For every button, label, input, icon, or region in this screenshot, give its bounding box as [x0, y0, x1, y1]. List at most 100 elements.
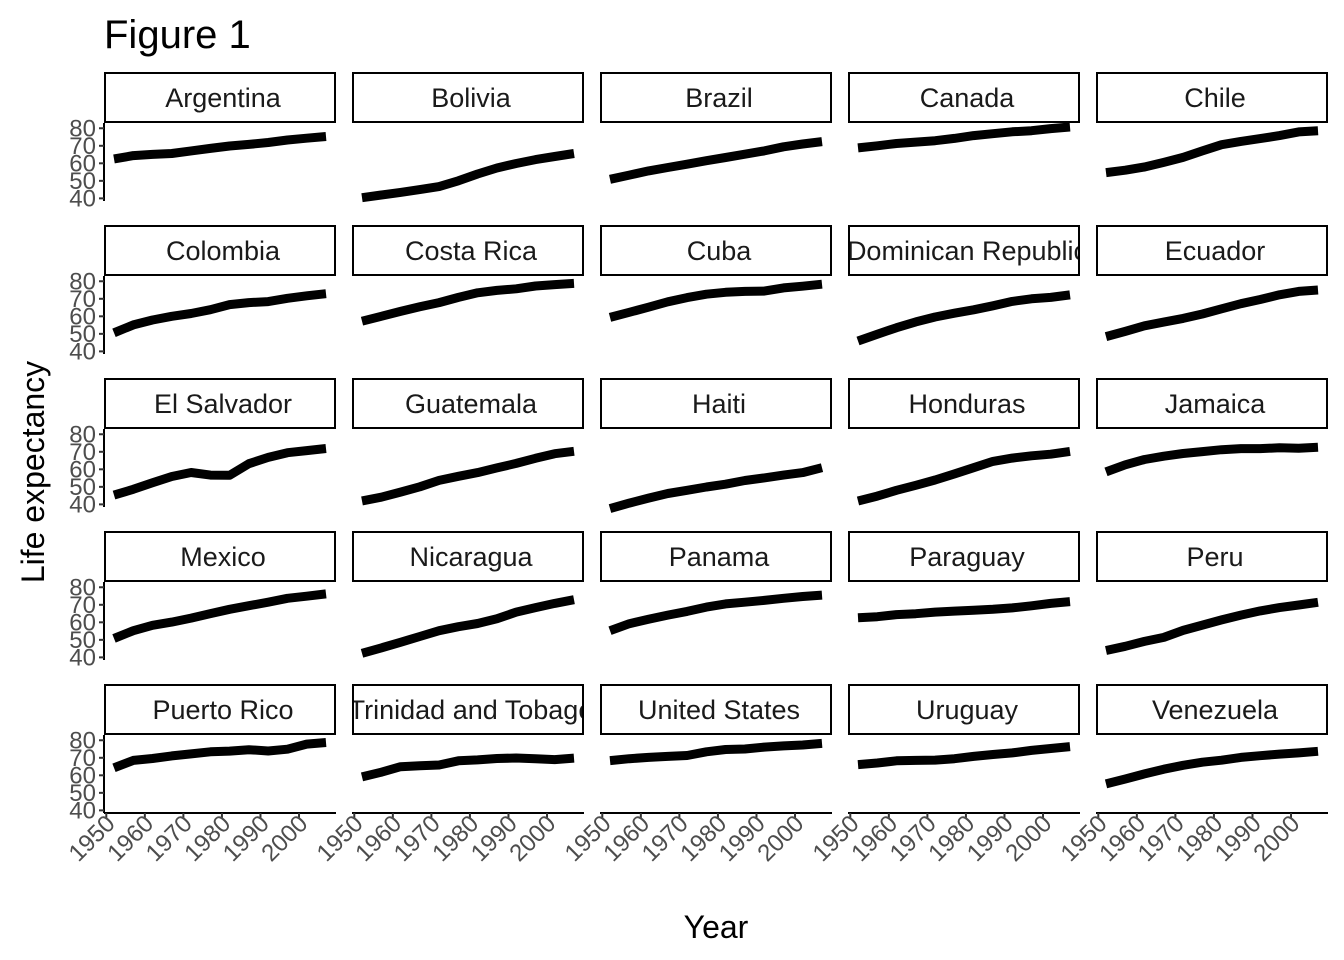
series-line [857, 597, 1071, 623]
facet-panel: Paraguay [848, 531, 1080, 623]
strip-label: Trinidad and Tobago [349, 695, 594, 725]
strip-label: Jamaica [1165, 389, 1267, 419]
strip-label: Argentina [165, 83, 282, 113]
facet-panel: Nicaragua [352, 531, 584, 658]
series-line [608, 590, 823, 635]
strip-label: Brazil [685, 83, 753, 113]
series-line [1104, 285, 1319, 341]
x-tick-label: 2000 [504, 810, 561, 867]
facet-panel: Chile [1096, 72, 1328, 178]
strip-label: Panama [669, 542, 771, 572]
series-line [1105, 597, 1319, 655]
strip-label: Mexico [180, 542, 266, 572]
strip-box [848, 684, 1080, 735]
facet-panel: Peru [1096, 531, 1328, 655]
strip-box [600, 684, 832, 735]
strip-label: Canada [920, 83, 1016, 113]
facet-panel: Honduras [848, 378, 1080, 506]
strip-box [352, 531, 584, 582]
series-line [112, 738, 327, 773]
y-tick-label: 40 [69, 491, 96, 518]
y-tick-label: 60 [69, 609, 96, 636]
strip-box [352, 225, 584, 276]
y-tick-label: 70 [69, 133, 96, 160]
y-tick-label: 70 [69, 592, 96, 619]
strip-box [1096, 378, 1328, 429]
strip-box [352, 684, 584, 735]
x-tick-label: 2000 [256, 810, 313, 867]
strip-label: Venezuela [1152, 695, 1279, 725]
strip-box [848, 531, 1080, 582]
series-line [360, 753, 575, 782]
y-tick-label: 70 [69, 439, 96, 466]
strip-label: Puerto Rico [152, 695, 293, 725]
facet-panel: Ecuador [1096, 225, 1328, 341]
strip-label: Costa Rica [405, 236, 538, 266]
y-tick-label: 50 [69, 321, 96, 348]
strip-label: Colombia [166, 236, 281, 266]
facet-panel: Panama [600, 531, 832, 635]
y-tick-label: 70 [69, 286, 96, 313]
strip-box [848, 72, 1080, 123]
strip-label: Haiti [692, 389, 746, 419]
y-tick-label: 80 [69, 115, 96, 142]
x-tick-label: 2000 [1000, 810, 1057, 867]
strip-label: Ecuador [1165, 236, 1266, 266]
y-tick-label: 40 [69, 338, 96, 365]
strip-box [600, 225, 832, 276]
series-line [360, 278, 575, 326]
y-tick-label: 60 [69, 456, 96, 483]
strip-box [1096, 531, 1328, 582]
series-line [609, 137, 823, 184]
chart-title: Figure 1 [104, 13, 251, 57]
y-tick-label: 80 [69, 421, 96, 448]
facet-panel: Puerto Rico40506070801950196019701980199… [64, 684, 336, 867]
series-line [361, 149, 575, 203]
series-line [856, 290, 1071, 346]
y-tick-label: 70 [69, 745, 96, 772]
series-line [112, 444, 327, 500]
strip-label: Bolivia [431, 83, 512, 113]
series-line [1104, 746, 1319, 789]
y-tick-label: 50 [69, 474, 96, 501]
strip-label: Dominican Republic [847, 236, 1087, 266]
facet-panel: Bolivia [352, 72, 584, 203]
strip-box [352, 378, 584, 429]
strip-box [848, 378, 1080, 429]
strip-label: Guatemala [405, 389, 538, 419]
x-tick-label: 2000 [1248, 810, 1305, 867]
series-line [857, 122, 1071, 153]
strip-box [1096, 72, 1328, 123]
y-tick-label: 50 [69, 780, 96, 807]
series-line [361, 446, 575, 506]
y-tick-label: 60 [69, 762, 96, 789]
facet-panel: Cuba [600, 225, 832, 322]
x-tick-label: 2000 [752, 810, 809, 867]
facet-panel: Haiti [600, 378, 832, 513]
facet-panel: Costa Rica [352, 225, 584, 326]
y-tick-label: 50 [69, 168, 96, 195]
y-tick-label: 60 [69, 303, 96, 330]
strip-label: United States [638, 695, 800, 725]
strip-label: Paraguay [909, 542, 1025, 572]
y-tick-label: 50 [69, 627, 96, 654]
series-line [856, 446, 1071, 506]
series-line [360, 595, 575, 658]
facet-panel: Canada [848, 72, 1080, 153]
strip-box [104, 225, 336, 276]
series-line [609, 738, 823, 766]
y-tick-label: 60 [69, 150, 96, 177]
strip-box [600, 531, 832, 582]
facet-panel: Dominican Republic [847, 225, 1087, 346]
y-tick-label: 80 [69, 727, 96, 754]
strip-box [104, 531, 336, 582]
strip-label: Peru [1186, 542, 1243, 572]
strip-box [352, 72, 584, 123]
